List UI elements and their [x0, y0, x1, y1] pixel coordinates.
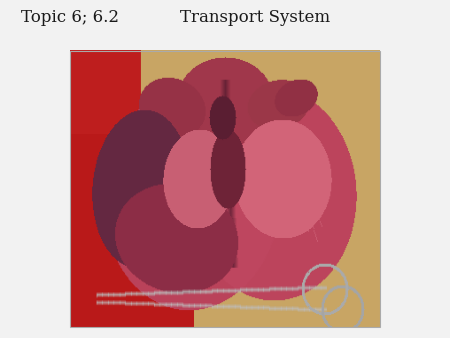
- Bar: [70, 51, 380, 327]
- Text: Topic 6; 6.2: Topic 6; 6.2: [21, 9, 119, 26]
- Text: Transport System: Transport System: [180, 9, 330, 26]
